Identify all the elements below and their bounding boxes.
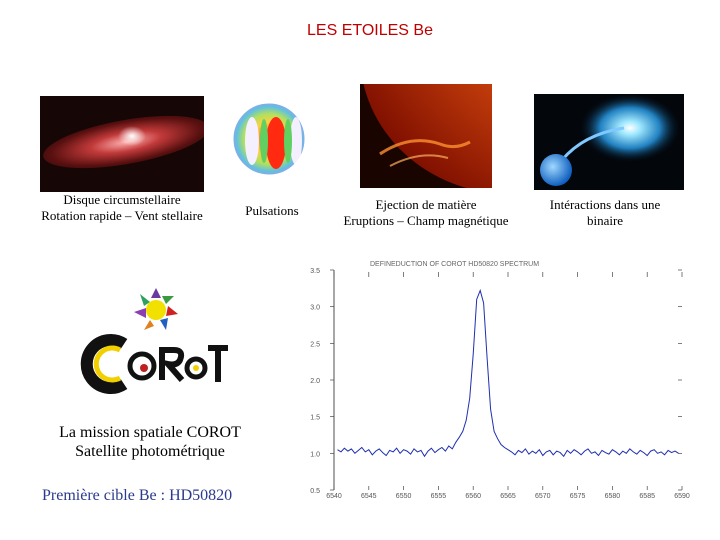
x-tick-label: 6560 [465,493,481,500]
y-tick-label: 1.5 [310,415,320,422]
page-title: LES ETOILES Be [307,22,433,39]
y-tick-label: 1.0 [310,451,320,458]
x-tick-label: 6555 [431,493,447,500]
x-tick-label: 6550 [396,493,412,500]
y-tick-label: 3.5 [310,268,320,275]
x-tick-label: 6540 [326,493,342,500]
x-tick-label: 6580 [605,493,621,500]
panel-1-line-1: Disque circumstellaire [63,192,181,207]
panel-3-caption: Ejection de matière Eruptions – Champ ma… [330,197,522,229]
chart-tick-labels: 6540 6545 6550 6555 6560 6565 6570 6575 6580 6585… [310,268,690,500]
chart-series [337,288,679,458]
y-tick-label: 2.0 [310,378,320,385]
chart-header: DEFINEDUCTION OF COROT HD50820 SPECTRUM [370,261,539,268]
panel-4-line-2: binaire [586,213,624,228]
mass-ejection-image [360,84,492,188]
y-tick-label: 0.5 [310,488,320,495]
panel-4-line-1: Intéractions dans une [549,197,661,212]
x-tick-label: 6575 [570,493,586,500]
y-tick-label: 3.0 [310,305,320,312]
panel-4-caption: Intéractions dans une binaire [530,197,680,229]
mission-description: La mission spatiale COROT Satellite phot… [30,423,270,461]
panel-3-line-2: Eruptions – Champ magnétique [343,213,509,228]
x-tick-label: 6570 [535,493,551,500]
panel-2-caption: Pulsations [222,203,322,219]
pulsation-sphere-image [226,85,312,189]
spectrum-chart: DEFINEDUCTION OF COROT HD50820 SPECTRUM … [300,258,700,500]
panel-1-line-2: Rotation rapide – Vent stellaire [41,208,203,223]
panel-3-line-1: Ejection de matière [375,197,477,212]
x-tick-label: 6565 [500,493,516,500]
mission-line-1: La mission spatiale COROT [59,424,241,441]
spectrum-line-0 [337,288,679,458]
first-target-label: Première cible Be : HD50820 [42,487,233,504]
x-tick-label: 6590 [674,493,690,500]
mission-line-2: Satellite photométrique [75,443,225,460]
circumstellar-disk-image [40,96,204,192]
panel-1-caption: Disque circumstellaire Rotation rapide –… [22,192,222,224]
binary-interaction-image [534,94,684,190]
spectrum-chart-svg: DEFINEDUCTION OF COROT HD50820 SPECTRUM … [310,261,690,500]
x-tick-label: 6585 [639,493,655,500]
y-tick-label: 2.5 [310,341,320,348]
corot-logo [80,284,230,396]
chart-ticks [330,269,683,491]
panel-2-line-1: Pulsations [245,203,299,218]
x-tick-label: 6545 [361,493,377,500]
